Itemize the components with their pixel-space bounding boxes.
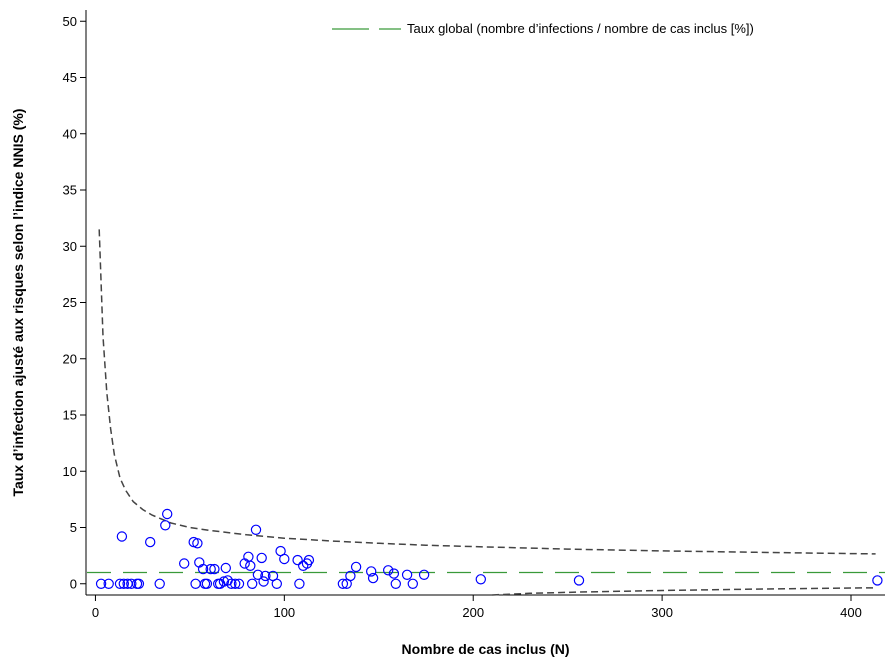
legend: Taux global (nombre d’infections / nombr… [332,21,754,36]
data-point [260,570,271,582]
data-point [160,520,171,531]
data-point [95,578,107,590]
y-tick-label: 0 [70,576,77,591]
data-point [205,563,216,575]
data-point [226,578,237,590]
y-tick-label: 10 [63,464,77,479]
data-point [161,508,173,520]
data-point [258,576,269,587]
x-axis: 0 100 200 300 400 [92,595,862,620]
data-point [872,575,883,586]
data-point [271,578,282,590]
data-point [337,578,349,590]
data-point [388,568,400,579]
data-point [252,569,264,581]
y-tick-label: 5 [70,520,77,535]
data-point [133,578,145,590]
data-point [233,578,245,590]
data-point [192,538,203,549]
y-axis: 0 5 10 15 20 25 30 35 40 45 50 [63,14,86,591]
upper-control-limit [98,229,876,555]
data-point [292,554,303,566]
data-point [190,578,201,590]
y-tick-label: 45 [63,70,77,85]
control-limits [87,229,885,596]
y-tick-label: 40 [63,126,77,141]
data-point [390,578,401,590]
x-tick-label: 400 [840,605,862,620]
lower-control-limit [492,587,876,596]
data-point [220,562,231,574]
data-point [245,560,256,572]
data-point [475,574,486,585]
data-point [209,563,220,575]
y-tick-label: 50 [63,14,77,29]
data-point [246,578,258,590]
y-axis-title: Taux d’infection ajusté aux risques selo… [10,109,26,497]
data-point [229,578,241,590]
data-point [256,552,267,564]
y-tick-label: 25 [63,295,77,310]
data-point [118,578,130,590]
data-points [95,508,883,590]
data-point [383,565,394,576]
x-tick-label: 200 [462,605,484,620]
x-axis-title: Nombre de cas inclus (N) [401,641,569,657]
data-point [103,578,114,590]
data-point [350,561,362,573]
data-point [154,578,165,590]
data-point [114,578,126,590]
data-point [401,569,413,581]
data-point [250,524,262,536]
data-point [418,569,430,581]
y-tick-label: 35 [63,183,77,198]
y-tick-label: 30 [63,239,77,254]
x-tick-label: 0 [92,605,99,620]
x-tick-label: 300 [651,605,673,620]
data-point [294,578,305,590]
x-tick-label: 100 [273,605,295,620]
data-point [573,575,585,586]
data-point [367,572,379,584]
data-point [279,553,290,565]
data-point [366,566,377,577]
data-point [197,563,209,575]
y-tick-label: 20 [63,351,77,366]
data-point [178,558,190,569]
y-tick-label: 15 [63,408,77,423]
data-point [303,554,315,566]
data-point [144,536,156,548]
data-point [126,578,137,590]
data-point [345,570,356,582]
plot-area [85,10,885,596]
legend-label: Taux global (nombre d’infections / nombr… [407,21,754,36]
data-point [201,578,213,590]
data-point [407,578,418,590]
data-point [116,531,128,542]
